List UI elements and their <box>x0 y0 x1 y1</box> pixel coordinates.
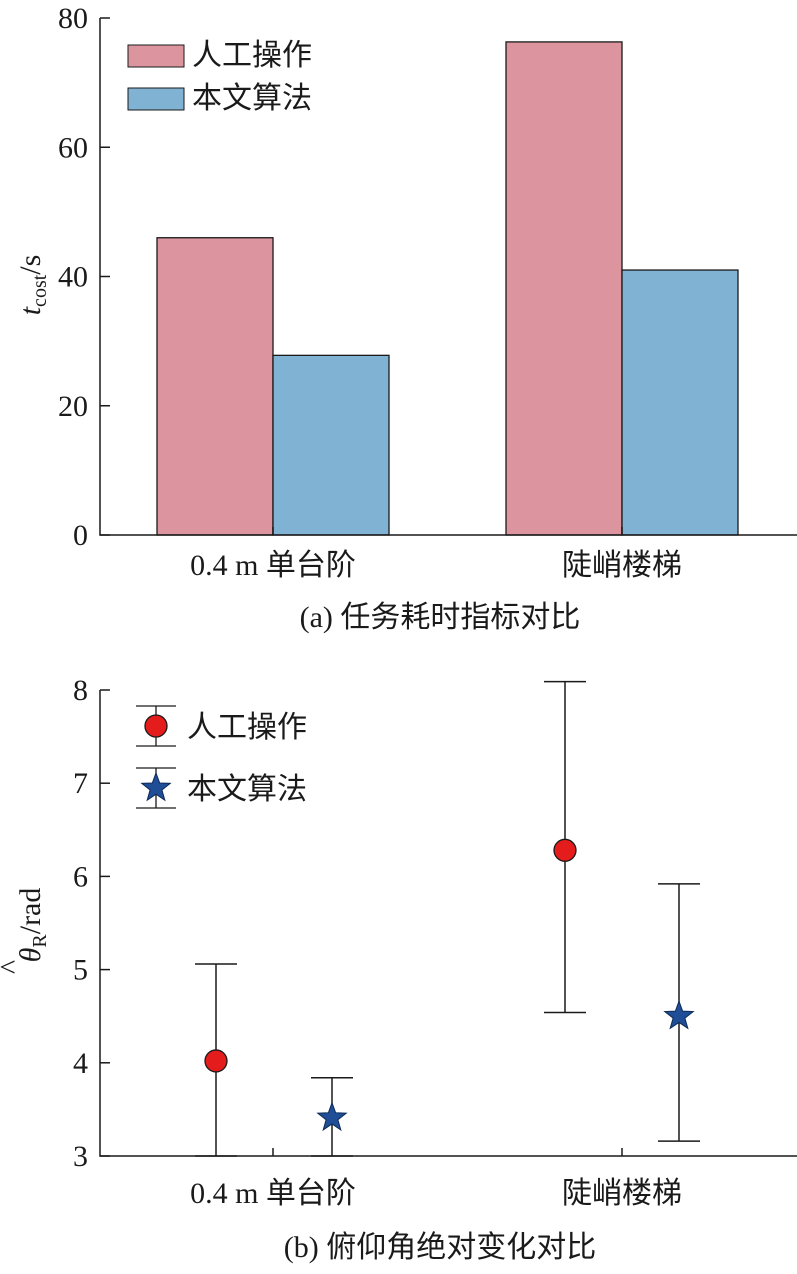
legend-swatch <box>127 44 185 68</box>
legend-marker-circle <box>144 714 168 738</box>
y-tick-label: 0 <box>73 519 88 552</box>
chart-a: 0 20 40 60 80 0.4 m 单台阶 陡峭楼梯 tcost/s 人工操作本文算法… <box>14 2 797 634</box>
y-tick-label: 3 <box>73 1140 88 1173</box>
chart-b-axes <box>99 690 797 1157</box>
y-axis-label: tcost/s <box>14 255 51 316</box>
bar-manual-0 <box>156 237 274 536</box>
hat-accent: ^ <box>0 960 27 974</box>
bar-ours-0 <box>272 354 390 536</box>
x-category-label: 陡峭楼梯 <box>562 1177 682 1210</box>
point-manual-1 <box>553 838 577 862</box>
y-tick-label: 4 <box>73 1047 88 1080</box>
x-category-label: 0.4 m 单台阶 <box>190 1177 356 1210</box>
bar-group <box>156 41 739 536</box>
y-axis-ticks: 3 4 5 6 7 8 <box>73 674 110 1173</box>
svg-text:θR/rad: θR/rad <box>14 888 51 963</box>
y-tick-label: 8 <box>73 674 88 707</box>
bar-manual-1 <box>505 41 623 536</box>
y-tick-label: 60 <box>58 131 88 164</box>
point-manual-0 <box>204 1049 228 1073</box>
y-tick-label: 6 <box>73 860 88 893</box>
x-axis-categories: 0.4 m 单台阶 陡峭楼梯 <box>190 1148 682 1210</box>
y-axis-label: θR/rad ^ <box>0 888 51 974</box>
x-category-label: 0.4 m 单台阶 <box>190 549 356 582</box>
data-points <box>204 838 695 1132</box>
point-ours-1 <box>663 999 695 1030</box>
legend-label: 人工操作 <box>192 39 312 72</box>
y-tick-label: 80 <box>58 2 88 35</box>
legend-swatch <box>127 87 185 111</box>
y-axis-ticks: 0 20 40 60 80 <box>58 2 110 552</box>
y-tick-label: 40 <box>58 261 88 294</box>
bar-ours-1 <box>621 269 739 536</box>
point-ours-0 <box>316 1101 348 1132</box>
error-bars <box>195 680 700 1157</box>
chart-a-caption: (a) 任务耗时指标对比 <box>300 601 581 634</box>
y-tick-label: 7 <box>73 767 88 800</box>
y-tick-label: 5 <box>73 954 88 987</box>
legend-label: 本文算法 <box>187 773 307 806</box>
legend-marker-star <box>140 771 172 802</box>
x-category-label: 陡峭楼梯 <box>562 549 682 582</box>
y-tick-label: 20 <box>58 390 88 423</box>
legend-label: 本文算法 <box>192 82 312 115</box>
legend-label: 人工操作 <box>187 711 307 744</box>
x-axis-categories: 0.4 m 单台阶 陡峭楼梯 <box>190 527 682 582</box>
chart-b-caption: (b) 俯仰角绝对变化对比 <box>284 1231 596 1264</box>
